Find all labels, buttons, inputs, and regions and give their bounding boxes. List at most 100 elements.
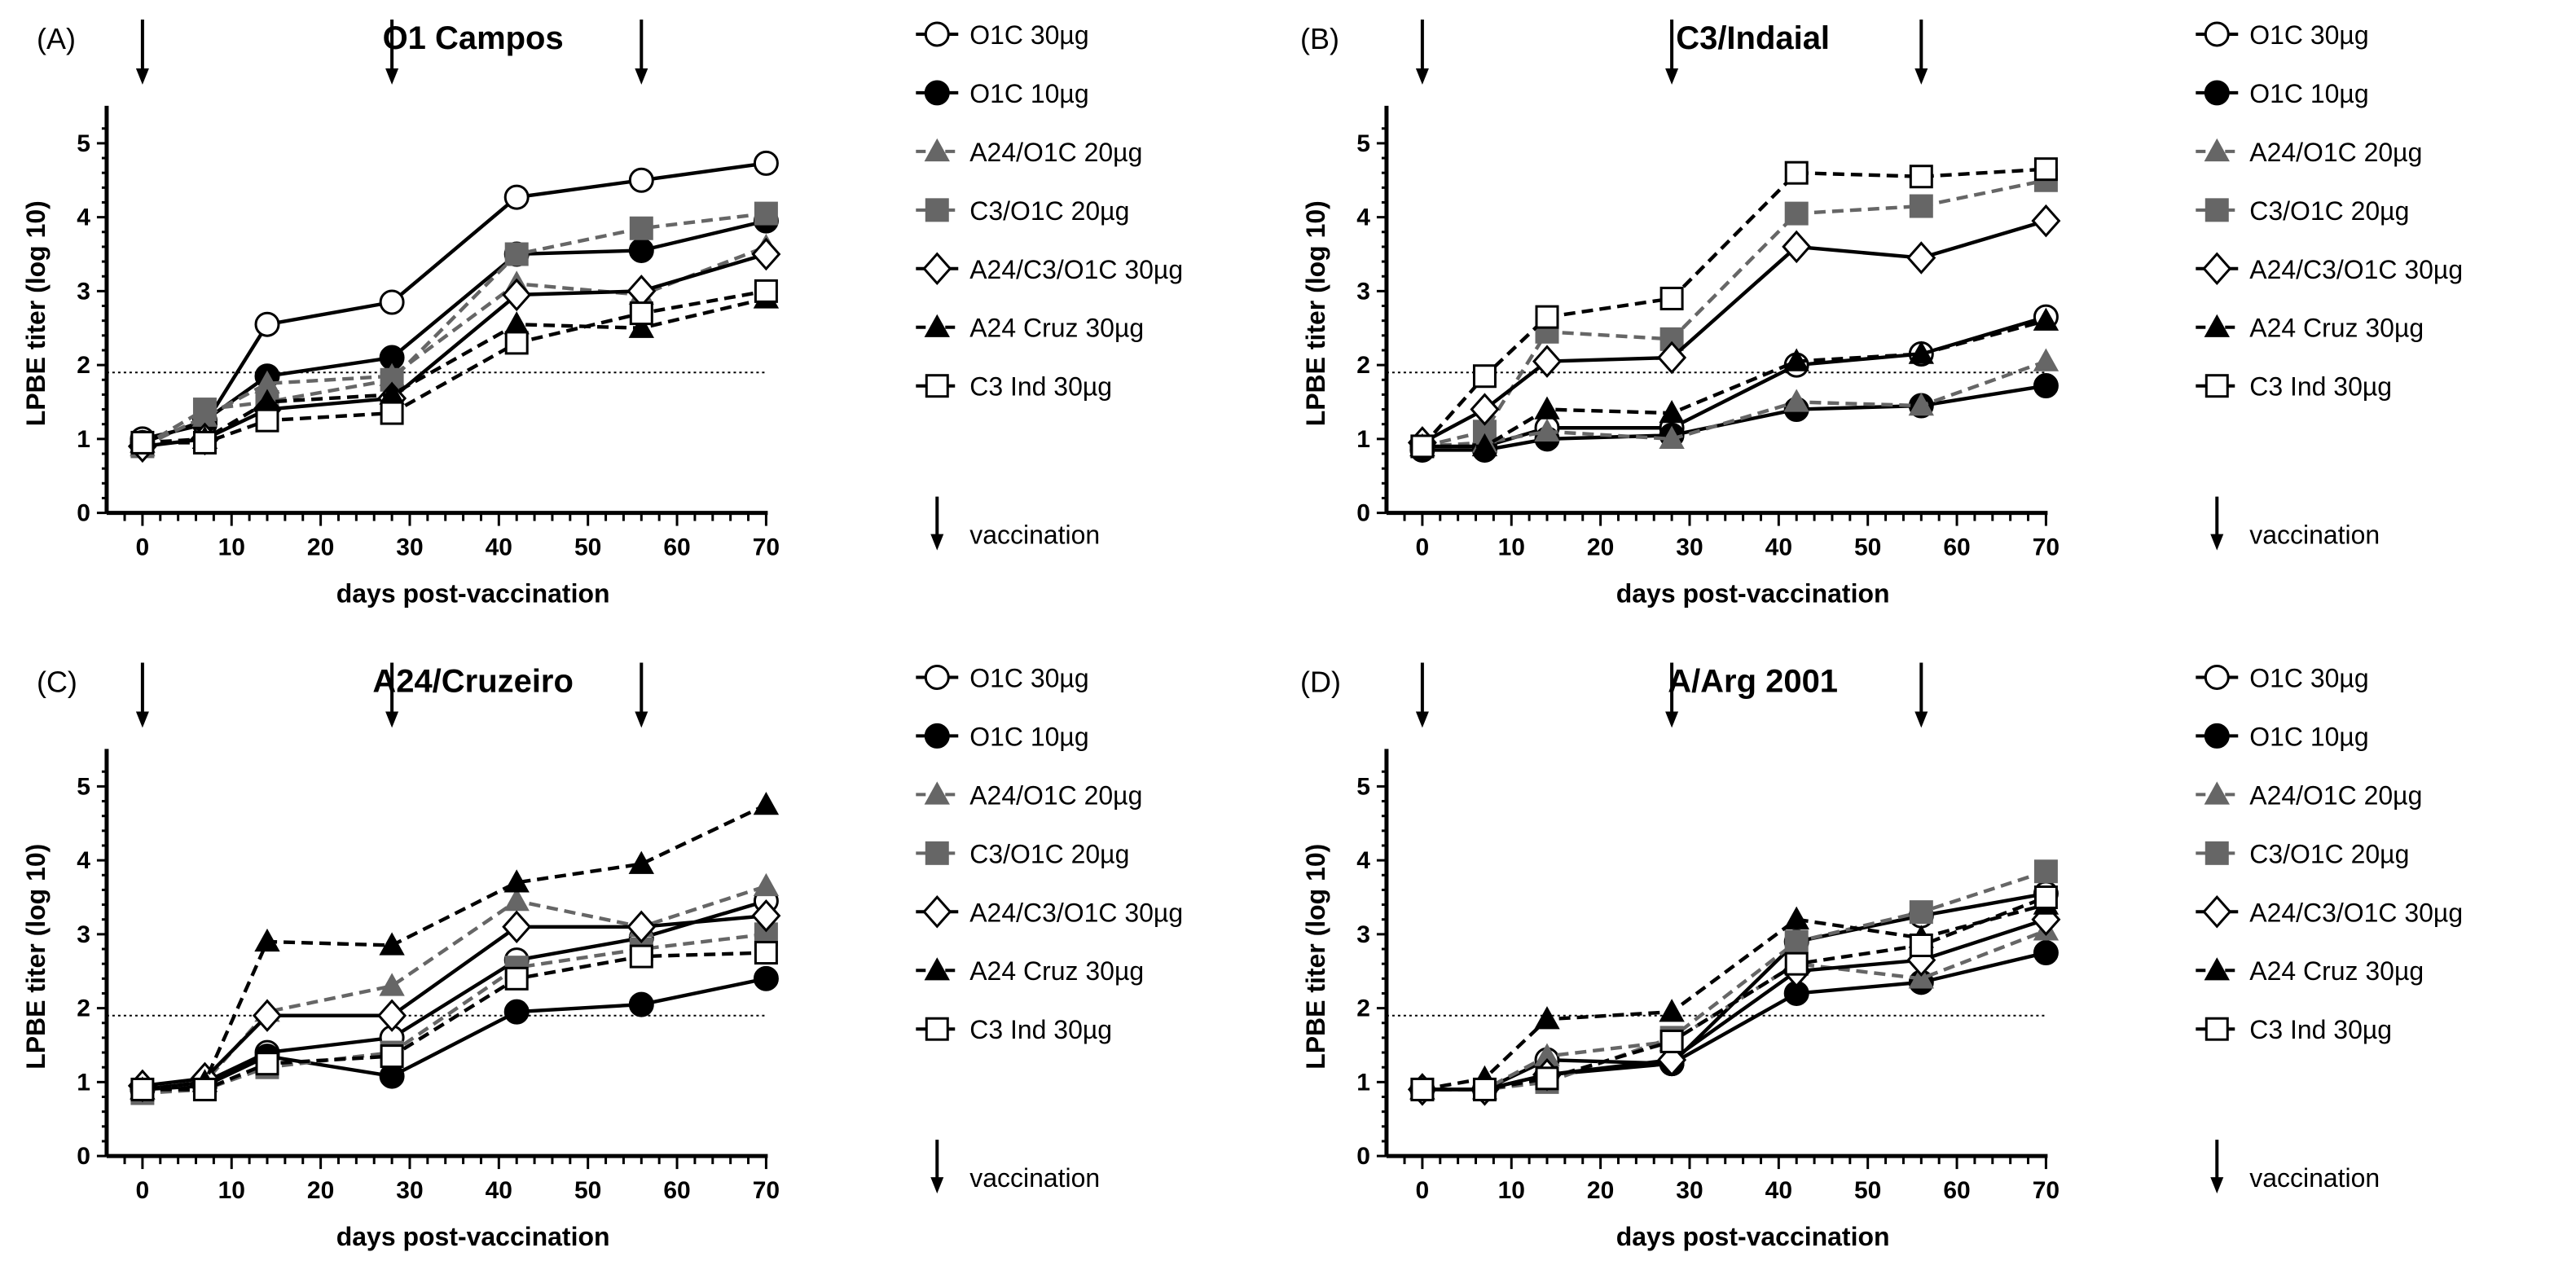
legend-label: C3 Ind 30µg: [969, 372, 1112, 402]
series-6: [130, 941, 778, 1101]
legend-item: O1C 30µg: [916, 20, 1089, 50]
data-point: [503, 869, 530, 893]
legend-label: C3/O1C 20µg: [969, 196, 1129, 226]
legend-marker-icon: [2205, 841, 2229, 865]
vaccination-legend-arrow-icon: [2210, 1140, 2224, 1194]
x-axis-title: days post-vaccination: [1616, 579, 1890, 609]
y-tick-label: 0: [77, 500, 90, 527]
panel-letter: (D): [1300, 665, 1341, 698]
y-tick-label: 3: [1356, 921, 1370, 948]
data-point: [1472, 1077, 1497, 1101]
x-tick-label: 50: [1854, 1177, 1881, 1204]
legend-marker-icon: [925, 198, 949, 222]
legend-label: O1C 30µg: [969, 663, 1088, 692]
legend-marker-icon: [924, 781, 950, 805]
x-tick-label: 60: [1943, 1177, 1970, 1204]
data-point: [1659, 286, 1684, 310]
x-tick-label: 0: [1416, 1177, 1430, 1204]
data-point: [1534, 396, 1560, 420]
data-point: [379, 1063, 405, 1089]
x-axis-title: days post-vaccination: [336, 579, 610, 609]
legend-item: O1C 10µg: [2196, 722, 2369, 751]
data-point: [2031, 204, 2061, 238]
data-point: [377, 999, 407, 1032]
legend-item: A24/C3/O1C 30µg: [916, 252, 1183, 286]
legend-marker-icon: [2202, 252, 2232, 286]
data-point: [504, 242, 529, 266]
vaccination-arrow-icon: [635, 19, 648, 85]
series-4: [127, 237, 781, 464]
series-line: [1421, 167, 2046, 448]
data-point: [254, 928, 280, 952]
legend-item: A24/O1C 20µg: [916, 780, 1142, 810]
legend-item: A24/C3/O1C 30µg: [2196, 895, 2463, 929]
x-tick-label: 0: [136, 1177, 150, 1204]
data-point: [1657, 341, 1687, 375]
series-line: [1422, 891, 2046, 1092]
arrow-head: [2210, 1177, 2224, 1194]
vaccination-arrow-icon: [635, 662, 648, 728]
legend: O1C 30µg O1C 10µg A24/O1C 20µg C3/O1C 20µg A…: [2196, 663, 2463, 1194]
y-axis-title: LPBE titer (log 10): [1301, 844, 1330, 1070]
legend-item: C3 Ind 30µg: [2196, 1015, 2392, 1044]
data-point: [1535, 1066, 1559, 1091]
x-tick-label: 50: [574, 534, 601, 561]
x-tick-label: 60: [663, 534, 690, 561]
x-tick-label: 20: [1587, 534, 1614, 561]
y-tick-label: 4: [1356, 847, 1370, 874]
legend-label: C3/O1C 20µg: [2249, 839, 2409, 868]
legend-item: A24/O1C 20µg: [916, 138, 1142, 167]
data-point: [192, 1077, 217, 1101]
data-point: [379, 932, 405, 956]
data-point: [503, 184, 530, 210]
data-point: [380, 1044, 404, 1069]
data-point: [753, 965, 779, 991]
y-tick-label: 2: [77, 995, 90, 1022]
legend-marker-icon: [2204, 314, 2230, 337]
legend-label: A24 Cruz 30µg: [2249, 956, 2424, 986]
data-point: [1908, 392, 1934, 416]
legend-label: A24 Cruz 30µg: [2249, 314, 2424, 343]
legend-label: C3/O1C 20µg: [969, 839, 1129, 868]
data-point: [628, 167, 654, 193]
data-point: [2033, 859, 2058, 884]
series-line: [142, 297, 767, 445]
data-point: [1784, 201, 1809, 226]
legend-label: A24/C3/O1C 30µg: [969, 898, 1183, 927]
data-point: [629, 216, 653, 240]
legend-label: vaccination: [2249, 521, 2380, 550]
y-tick-label: 5: [1356, 130, 1370, 157]
y-tick-label: 1: [1356, 426, 1370, 453]
vaccination-arrow-icon: [1415, 662, 1429, 728]
legend-label: O1C 10µg: [969, 722, 1088, 751]
legend-marker-icon: [925, 374, 949, 398]
data-point: [130, 1077, 155, 1101]
series-line: [142, 252, 767, 449]
vaccination-arrow-icon: [1914, 662, 1928, 728]
legend-label: A24/C3/O1C 30µg: [969, 255, 1183, 284]
data-point: [130, 430, 155, 455]
vaccination-legend-arrow-icon: [2210, 496, 2224, 551]
arrow-head: [135, 711, 149, 728]
legend-item: O1C 30µg: [2196, 663, 2369, 692]
arrow-head: [2210, 534, 2224, 551]
data-point: [629, 944, 653, 969]
data-point: [754, 201, 778, 226]
legend-item: O1C 10µg: [916, 79, 1089, 108]
x-axis-title: days post-vaccination: [1616, 1222, 1890, 1251]
legend-marker-icon: [925, 1017, 949, 1041]
y-tick-label: 5: [77, 773, 90, 800]
vaccination-arrow-icon: [385, 19, 399, 85]
data-point: [1909, 194, 1933, 218]
legend-item: O1C 10µg: [916, 722, 1089, 751]
series-0: [1409, 304, 2059, 459]
x-tick-label: 70: [753, 534, 780, 561]
vaccination-arrow-icon: [135, 19, 149, 85]
series-4: [1407, 204, 2061, 459]
data-point: [1783, 906, 1809, 929]
series-5: [1409, 891, 2059, 1100]
